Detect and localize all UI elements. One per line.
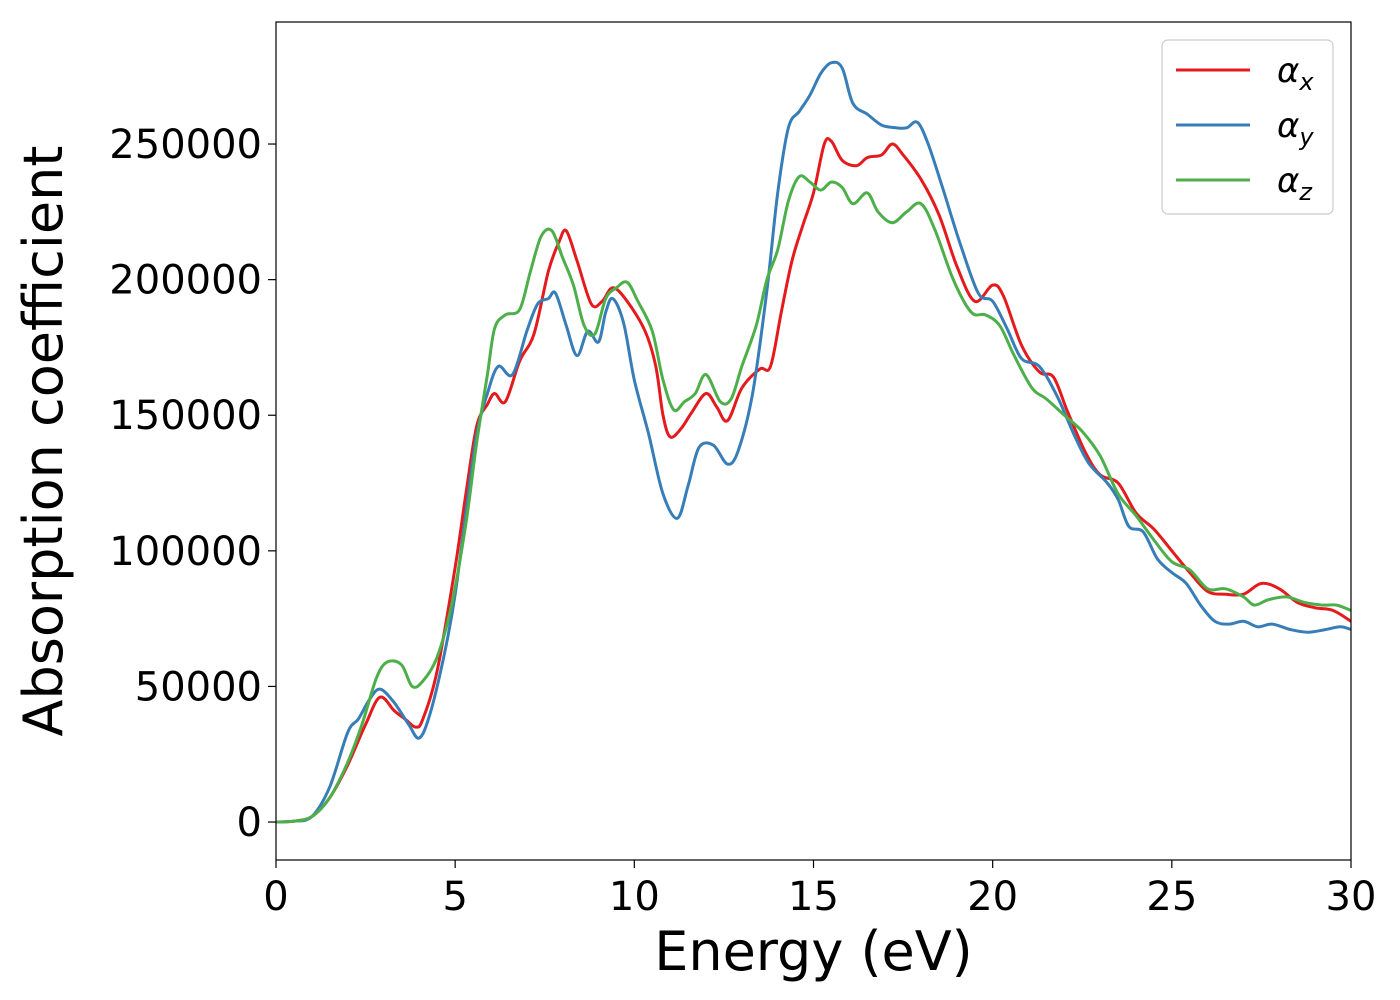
series-layer: [276, 60, 1351, 824]
x-tick-label: 30: [1326, 874, 1377, 920]
y-tick-label: 250000: [109, 122, 262, 168]
y-axis: 0 50000 100000 150000 200000 250000: [109, 122, 276, 846]
x-tick-label: 25: [1146, 874, 1197, 920]
x-axis: 0 5 10 15 20 25 30: [263, 860, 1376, 920]
series-line-z: [276, 174, 1351, 824]
legend-label-x: αx: [1277, 51, 1314, 96]
y-tick-label: 50000: [135, 664, 262, 710]
series-line-x: [276, 136, 1351, 824]
y-tick-label: 150000: [109, 393, 262, 439]
x-axis-title: Energy (eV): [654, 920, 973, 983]
y-tick-label: 200000: [109, 258, 262, 304]
y-tick-label: 0: [237, 800, 262, 846]
y-tick-label: 100000: [109, 529, 262, 575]
legend-label-z: αz: [1277, 161, 1313, 206]
legend-label-y: αy: [1277, 106, 1314, 151]
x-tick-label: 10: [609, 874, 660, 920]
y-axis-title: Absorption coefficient: [12, 146, 75, 737]
x-tick-label: 5: [442, 874, 467, 920]
legend-box: [1161, 39, 1334, 215]
x-tick-label: 15: [788, 874, 839, 920]
x-tick-label: 20: [967, 874, 1018, 920]
x-tick-label: 0: [263, 874, 288, 920]
legend: αx αy αz: [1161, 39, 1334, 215]
